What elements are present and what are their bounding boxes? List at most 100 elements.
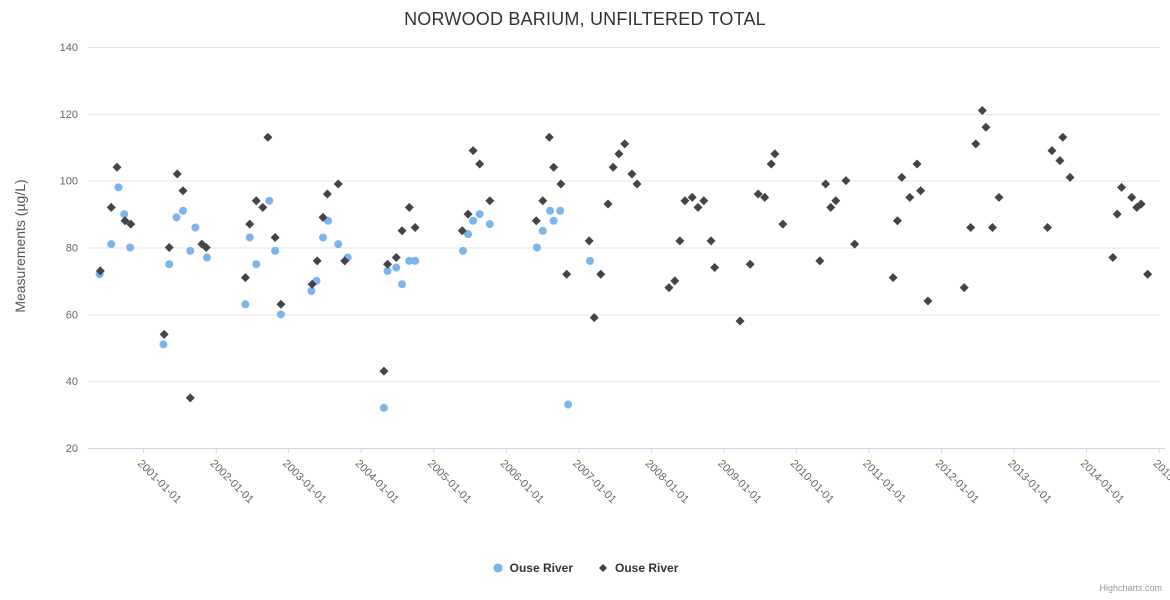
data-point-circle[interactable] <box>549 216 558 225</box>
data-point-circle[interactable] <box>202 253 211 262</box>
data-point-diamond[interactable] <box>916 186 926 196</box>
data-point-circle[interactable] <box>379 403 388 412</box>
data-point-diamond[interactable] <box>745 259 755 269</box>
data-point-diamond[interactable] <box>106 202 116 212</box>
data-point-diamond[interactable] <box>850 239 860 249</box>
data-point-diamond[interactable] <box>322 189 332 199</box>
data-point-diamond[interactable] <box>410 222 420 232</box>
data-point-circle[interactable] <box>186 246 195 255</box>
legend-item-ouse-river-circles[interactable]: Ouse River <box>492 561 573 575</box>
data-point-diamond[interactable] <box>1055 156 1065 166</box>
data-point-diamond[interactable] <box>1112 209 1122 219</box>
data-point-diamond[interactable] <box>1047 146 1057 156</box>
data-point-diamond[interactable] <box>977 105 987 115</box>
data-point-circle[interactable] <box>532 243 541 252</box>
data-point-diamond[interactable] <box>544 132 554 142</box>
data-point-diamond[interactable] <box>120 216 130 226</box>
data-point-circle[interactable] <box>172 213 181 222</box>
data-point-diamond[interactable] <box>670 276 680 286</box>
data-point-diamond[interactable] <box>1058 132 1068 142</box>
data-point-circle[interactable] <box>165 260 174 269</box>
data-point-circle[interactable] <box>276 310 285 319</box>
data-point-diamond[interactable] <box>312 256 322 266</box>
data-point-diamond[interactable] <box>531 216 541 226</box>
data-point-diamond[interactable] <box>608 162 618 172</box>
data-point-diamond[interactable] <box>245 219 255 229</box>
data-point-circle[interactable] <box>469 216 478 225</box>
data-point-diamond[interactable] <box>172 169 182 179</box>
data-point-circle[interactable] <box>538 226 547 235</box>
data-point-diamond[interactable] <box>760 192 770 202</box>
data-point-diamond[interactable] <box>966 222 976 232</box>
data-point-diamond[interactable] <box>164 243 174 252</box>
data-point-diamond[interactable] <box>112 162 122 172</box>
data-point-diamond[interactable] <box>475 159 485 169</box>
data-point-diamond[interactable] <box>383 259 393 269</box>
data-point-diamond[interactable] <box>1136 199 1146 209</box>
data-point-diamond[interactable] <box>457 226 467 236</box>
data-point-diamond[interactable] <box>391 253 401 263</box>
data-point-circle[interactable] <box>334 240 343 249</box>
data-point-circle[interactable] <box>307 286 316 295</box>
data-point-circle[interactable] <box>398 280 407 289</box>
data-point-circle[interactable] <box>318 233 327 242</box>
data-point-diamond[interactable] <box>404 202 414 212</box>
data-point-diamond[interactable] <box>959 283 969 293</box>
data-point-circle[interactable] <box>392 263 401 272</box>
data-point-diamond[interactable] <box>258 202 268 212</box>
data-point-diamond[interactable] <box>923 296 933 306</box>
data-point-diamond[interactable] <box>397 226 407 236</box>
data-point-circle[interactable] <box>159 340 168 349</box>
data-point-diamond[interactable] <box>888 273 898 283</box>
data-point-diamond[interactable] <box>538 196 548 206</box>
data-point-diamond[interactable] <box>1065 172 1075 182</box>
data-point-circle[interactable] <box>464 230 473 239</box>
data-point-diamond[interactable] <box>340 256 350 266</box>
data-point-diamond[interactable] <box>675 236 685 246</box>
data-point-diamond[interactable] <box>159 329 169 339</box>
data-point-diamond[interactable] <box>892 216 902 226</box>
data-point-diamond[interactable] <box>1127 192 1137 202</box>
data-point-diamond[interactable] <box>251 196 261 206</box>
data-point-circle[interactable] <box>585 256 594 265</box>
data-point-diamond[interactable] <box>687 192 697 202</box>
data-point-diamond[interactable] <box>562 269 572 279</box>
data-point-diamond[interactable] <box>620 139 630 149</box>
data-point-diamond[interactable] <box>485 196 495 206</box>
data-point-circle[interactable] <box>107 240 116 249</box>
data-point-diamond[interactable] <box>589 313 599 323</box>
data-point-diamond[interactable] <box>95 266 105 276</box>
data-point-diamond[interactable] <box>270 232 280 242</box>
data-point-diamond[interactable] <box>333 179 343 189</box>
data-point-diamond[interactable] <box>905 192 915 202</box>
data-point-circle[interactable] <box>114 183 123 192</box>
data-point-diamond[interactable] <box>263 132 273 142</box>
data-point-diamond[interactable] <box>770 149 780 159</box>
data-point-diamond[interactable] <box>1117 182 1127 192</box>
data-point-circle[interactable] <box>126 243 135 252</box>
data-point-circle[interactable] <box>485 220 494 229</box>
data-point-circle[interactable] <box>458 246 467 255</box>
data-point-diamond[interactable] <box>549 162 559 172</box>
data-point-circle[interactable] <box>265 196 274 205</box>
data-point-diamond[interactable] <box>706 236 716 246</box>
data-point-circle[interactable] <box>245 233 254 242</box>
data-point-diamond[interactable] <box>185 393 195 403</box>
data-point-circle[interactable] <box>405 256 414 265</box>
data-point-diamond[interactable] <box>680 196 690 206</box>
data-point-diamond[interactable] <box>821 179 831 189</box>
highcharts-credits[interactable]: Highcharts.com <box>1099 583 1162 593</box>
data-point-diamond[interactable] <box>201 243 211 252</box>
data-point-diamond[interactable] <box>710 263 720 273</box>
data-point-diamond[interactable] <box>1043 222 1053 232</box>
data-point-diamond[interactable] <box>841 176 851 186</box>
data-point-diamond[interactable] <box>699 196 709 206</box>
data-point-circle[interactable] <box>120 210 129 219</box>
data-point-diamond[interactable] <box>778 219 788 229</box>
data-point-diamond[interactable] <box>912 159 922 169</box>
data-point-diamond[interactable] <box>596 269 606 279</box>
data-point-diamond[interactable] <box>753 189 763 199</box>
data-point-circle[interactable] <box>271 246 280 255</box>
data-point-circle[interactable] <box>546 206 555 215</box>
data-point-circle[interactable] <box>191 223 200 232</box>
